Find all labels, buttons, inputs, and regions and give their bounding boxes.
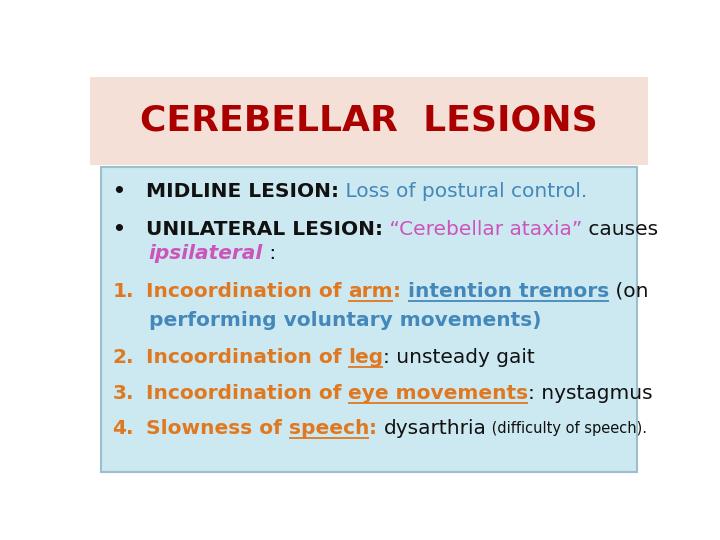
FancyBboxPatch shape [90,77,648,165]
Text: : nystagmus: : nystagmus [528,384,653,403]
Text: leg: leg [348,348,384,367]
Text: : unsteady gait: : unsteady gait [384,348,535,367]
Text: MIDLINE LESION:: MIDLINE LESION: [145,182,339,201]
Text: dysarthria: dysarthria [384,419,487,438]
Text: eye movements: eye movements [348,384,528,403]
Text: :: : [369,419,384,438]
Text: (on: (on [609,282,649,301]
Text: 1.: 1. [112,282,134,301]
Text: :: : [263,245,276,264]
Text: •: • [112,182,125,201]
Text: 3.: 3. [112,384,134,403]
Text: arm: arm [348,282,393,301]
Text: causes: causes [582,220,658,239]
Text: ipsilateral: ipsilateral [148,245,263,264]
Text: Incoordination of: Incoordination of [145,348,348,367]
Text: UNILATERAL LESION:: UNILATERAL LESION: [145,220,383,239]
Text: 4.: 4. [112,419,134,438]
Text: intention tremors: intention tremors [408,282,609,301]
Text: Incoordination of: Incoordination of [145,384,348,403]
Text: speech: speech [289,419,369,438]
Text: (difficulty of speech).: (difficulty of speech). [487,421,647,436]
Text: CEREBELLAR  LESIONS: CEREBELLAR LESIONS [140,104,598,138]
Text: 2.: 2. [112,348,134,367]
Text: Slowness of: Slowness of [145,419,289,438]
Text: Loss of postural control.: Loss of postural control. [339,182,587,201]
FancyBboxPatch shape [101,167,637,472]
Text: •: • [112,220,125,239]
Text: :: : [393,282,408,301]
Text: performing voluntary movements): performing voluntary movements) [148,311,541,330]
Text: Incoordination of: Incoordination of [145,282,348,301]
Text: “Cerebellar ataxia”: “Cerebellar ataxia” [383,220,582,239]
